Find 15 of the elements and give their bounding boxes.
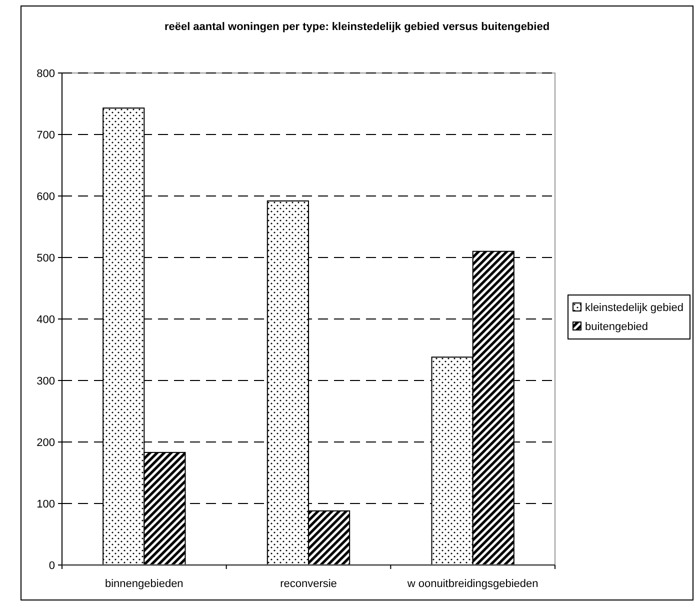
legend-label: kleinstedelijk gebied [585, 302, 684, 314]
y-tick-label: 0 [48, 560, 55, 572]
y-tick-label: 100 [36, 498, 55, 510]
legend-label: buitengebied [585, 320, 648, 333]
y-tick-label: 300 [36, 375, 55, 388]
y-tick-label: 700 [36, 129, 55, 142]
y-tick-label: 500 [36, 252, 55, 264]
chart-title: reëel aantal woningen per type: kleinstedelijk gebied versus buitengebied [164, 21, 550, 33]
y-tick-label: 200 [36, 436, 55, 449]
y-tick-label: 600 [36, 190, 55, 203]
x-tick-label: binnengebieden [105, 578, 184, 590]
x-tick-label: reconversie [280, 578, 337, 590]
y-tick-label: 800 [36, 68, 55, 80]
y-tick-label: 400 [36, 314, 55, 326]
x-tick-label: w oonuitbreidingsgebieden [406, 578, 538, 590]
